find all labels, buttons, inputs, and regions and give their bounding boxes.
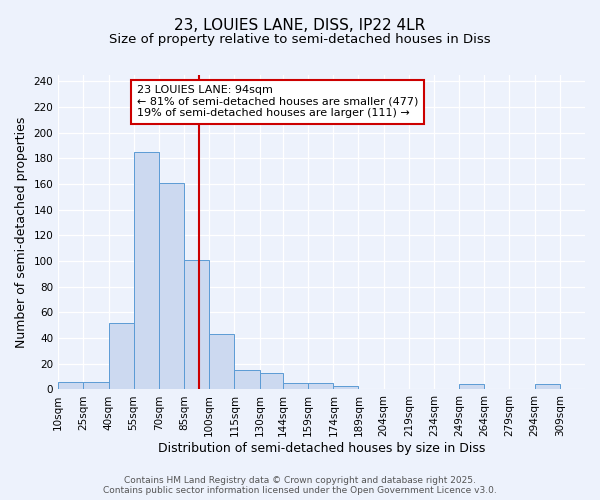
Bar bbox=[58, 382, 83, 390]
Text: Contains HM Land Registry data © Crown copyright and database right 2025.
Contai: Contains HM Land Registry data © Crown c… bbox=[103, 476, 497, 495]
Bar bbox=[459, 384, 484, 390]
Bar bbox=[334, 386, 358, 390]
Bar bbox=[260, 373, 283, 390]
Bar bbox=[535, 384, 560, 390]
Y-axis label: Number of semi-detached properties: Number of semi-detached properties bbox=[15, 116, 28, 348]
Bar bbox=[235, 370, 260, 390]
Text: Size of property relative to semi-detached houses in Diss: Size of property relative to semi-detach… bbox=[109, 32, 491, 46]
Bar bbox=[184, 260, 209, 390]
Bar bbox=[109, 322, 134, 390]
Bar bbox=[159, 183, 184, 390]
Bar bbox=[83, 382, 109, 390]
Bar bbox=[308, 383, 334, 390]
Bar bbox=[209, 334, 235, 390]
Bar bbox=[134, 152, 159, 390]
Text: 23, LOUIES LANE, DISS, IP22 4LR: 23, LOUIES LANE, DISS, IP22 4LR bbox=[175, 18, 425, 32]
X-axis label: Distribution of semi-detached houses by size in Diss: Distribution of semi-detached houses by … bbox=[158, 442, 485, 455]
Bar bbox=[283, 383, 308, 390]
Text: 23 LOUIES LANE: 94sqm
← 81% of semi-detached houses are smaller (477)
19% of sem: 23 LOUIES LANE: 94sqm ← 81% of semi-deta… bbox=[137, 86, 418, 118]
